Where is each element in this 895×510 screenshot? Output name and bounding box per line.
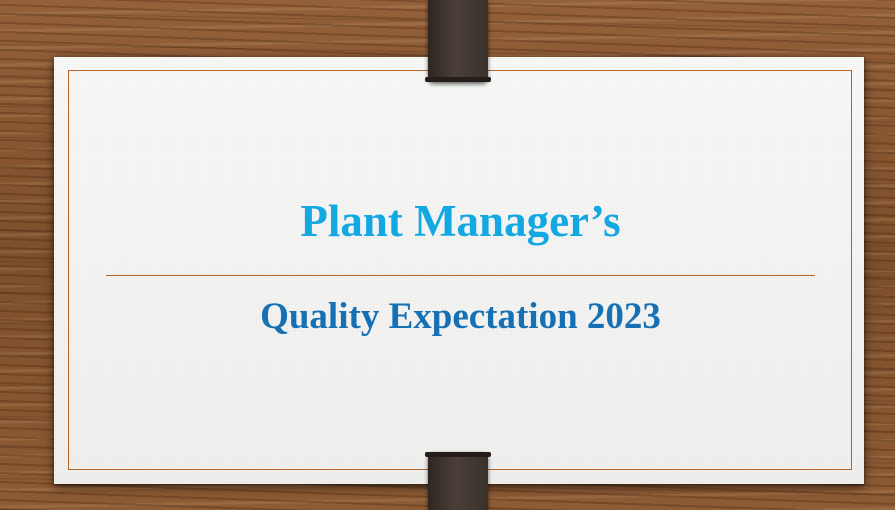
card-border-frame: [68, 70, 852, 470]
title-divider: [106, 275, 815, 276]
slide-subtitle: Quality Expectation 2023: [260, 296, 661, 337]
paper-card: [54, 57, 864, 484]
slide-title: Plant Manager’s: [300, 196, 621, 246]
bottom-clip: [425, 452, 491, 510]
top-clip: [425, 0, 491, 82]
